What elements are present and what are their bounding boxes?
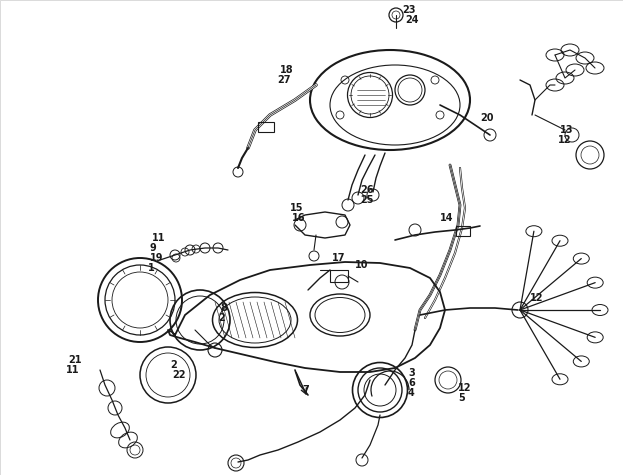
Text: 18: 18	[280, 65, 293, 75]
Text: 9: 9	[150, 243, 157, 253]
Text: 4: 4	[408, 388, 415, 398]
Text: 16: 16	[292, 213, 305, 223]
Text: 3: 3	[408, 368, 415, 378]
Text: 26: 26	[360, 185, 374, 195]
Text: 2: 2	[218, 313, 225, 323]
Text: 6: 6	[408, 378, 415, 388]
Text: 20: 20	[480, 113, 493, 123]
Text: 27: 27	[277, 75, 290, 85]
Text: 25: 25	[360, 195, 374, 205]
Text: 21: 21	[68, 355, 82, 365]
Bar	[456, 226, 470, 236]
Bar	[330, 270, 348, 282]
Text: 2: 2	[170, 360, 177, 370]
Text: 24: 24	[405, 15, 419, 25]
Text: 8: 8	[220, 303, 227, 313]
Text: 17: 17	[332, 253, 346, 263]
Text: 12: 12	[558, 135, 571, 145]
Text: 12: 12	[458, 383, 472, 393]
Text: 11: 11	[152, 233, 166, 243]
Text: 7: 7	[302, 385, 309, 395]
Text: 15: 15	[290, 203, 303, 213]
Text: 14: 14	[440, 213, 454, 223]
Text: 11: 11	[66, 365, 80, 375]
Text: 22: 22	[172, 370, 186, 380]
Bar	[258, 122, 274, 132]
Text: 1: 1	[148, 263, 155, 273]
Text: 5: 5	[458, 393, 465, 403]
Text: 10: 10	[355, 260, 368, 270]
Text: 19: 19	[150, 253, 163, 263]
Text: 12: 12	[530, 293, 543, 303]
Text: 13: 13	[560, 125, 574, 135]
Text: 23: 23	[402, 5, 416, 15]
